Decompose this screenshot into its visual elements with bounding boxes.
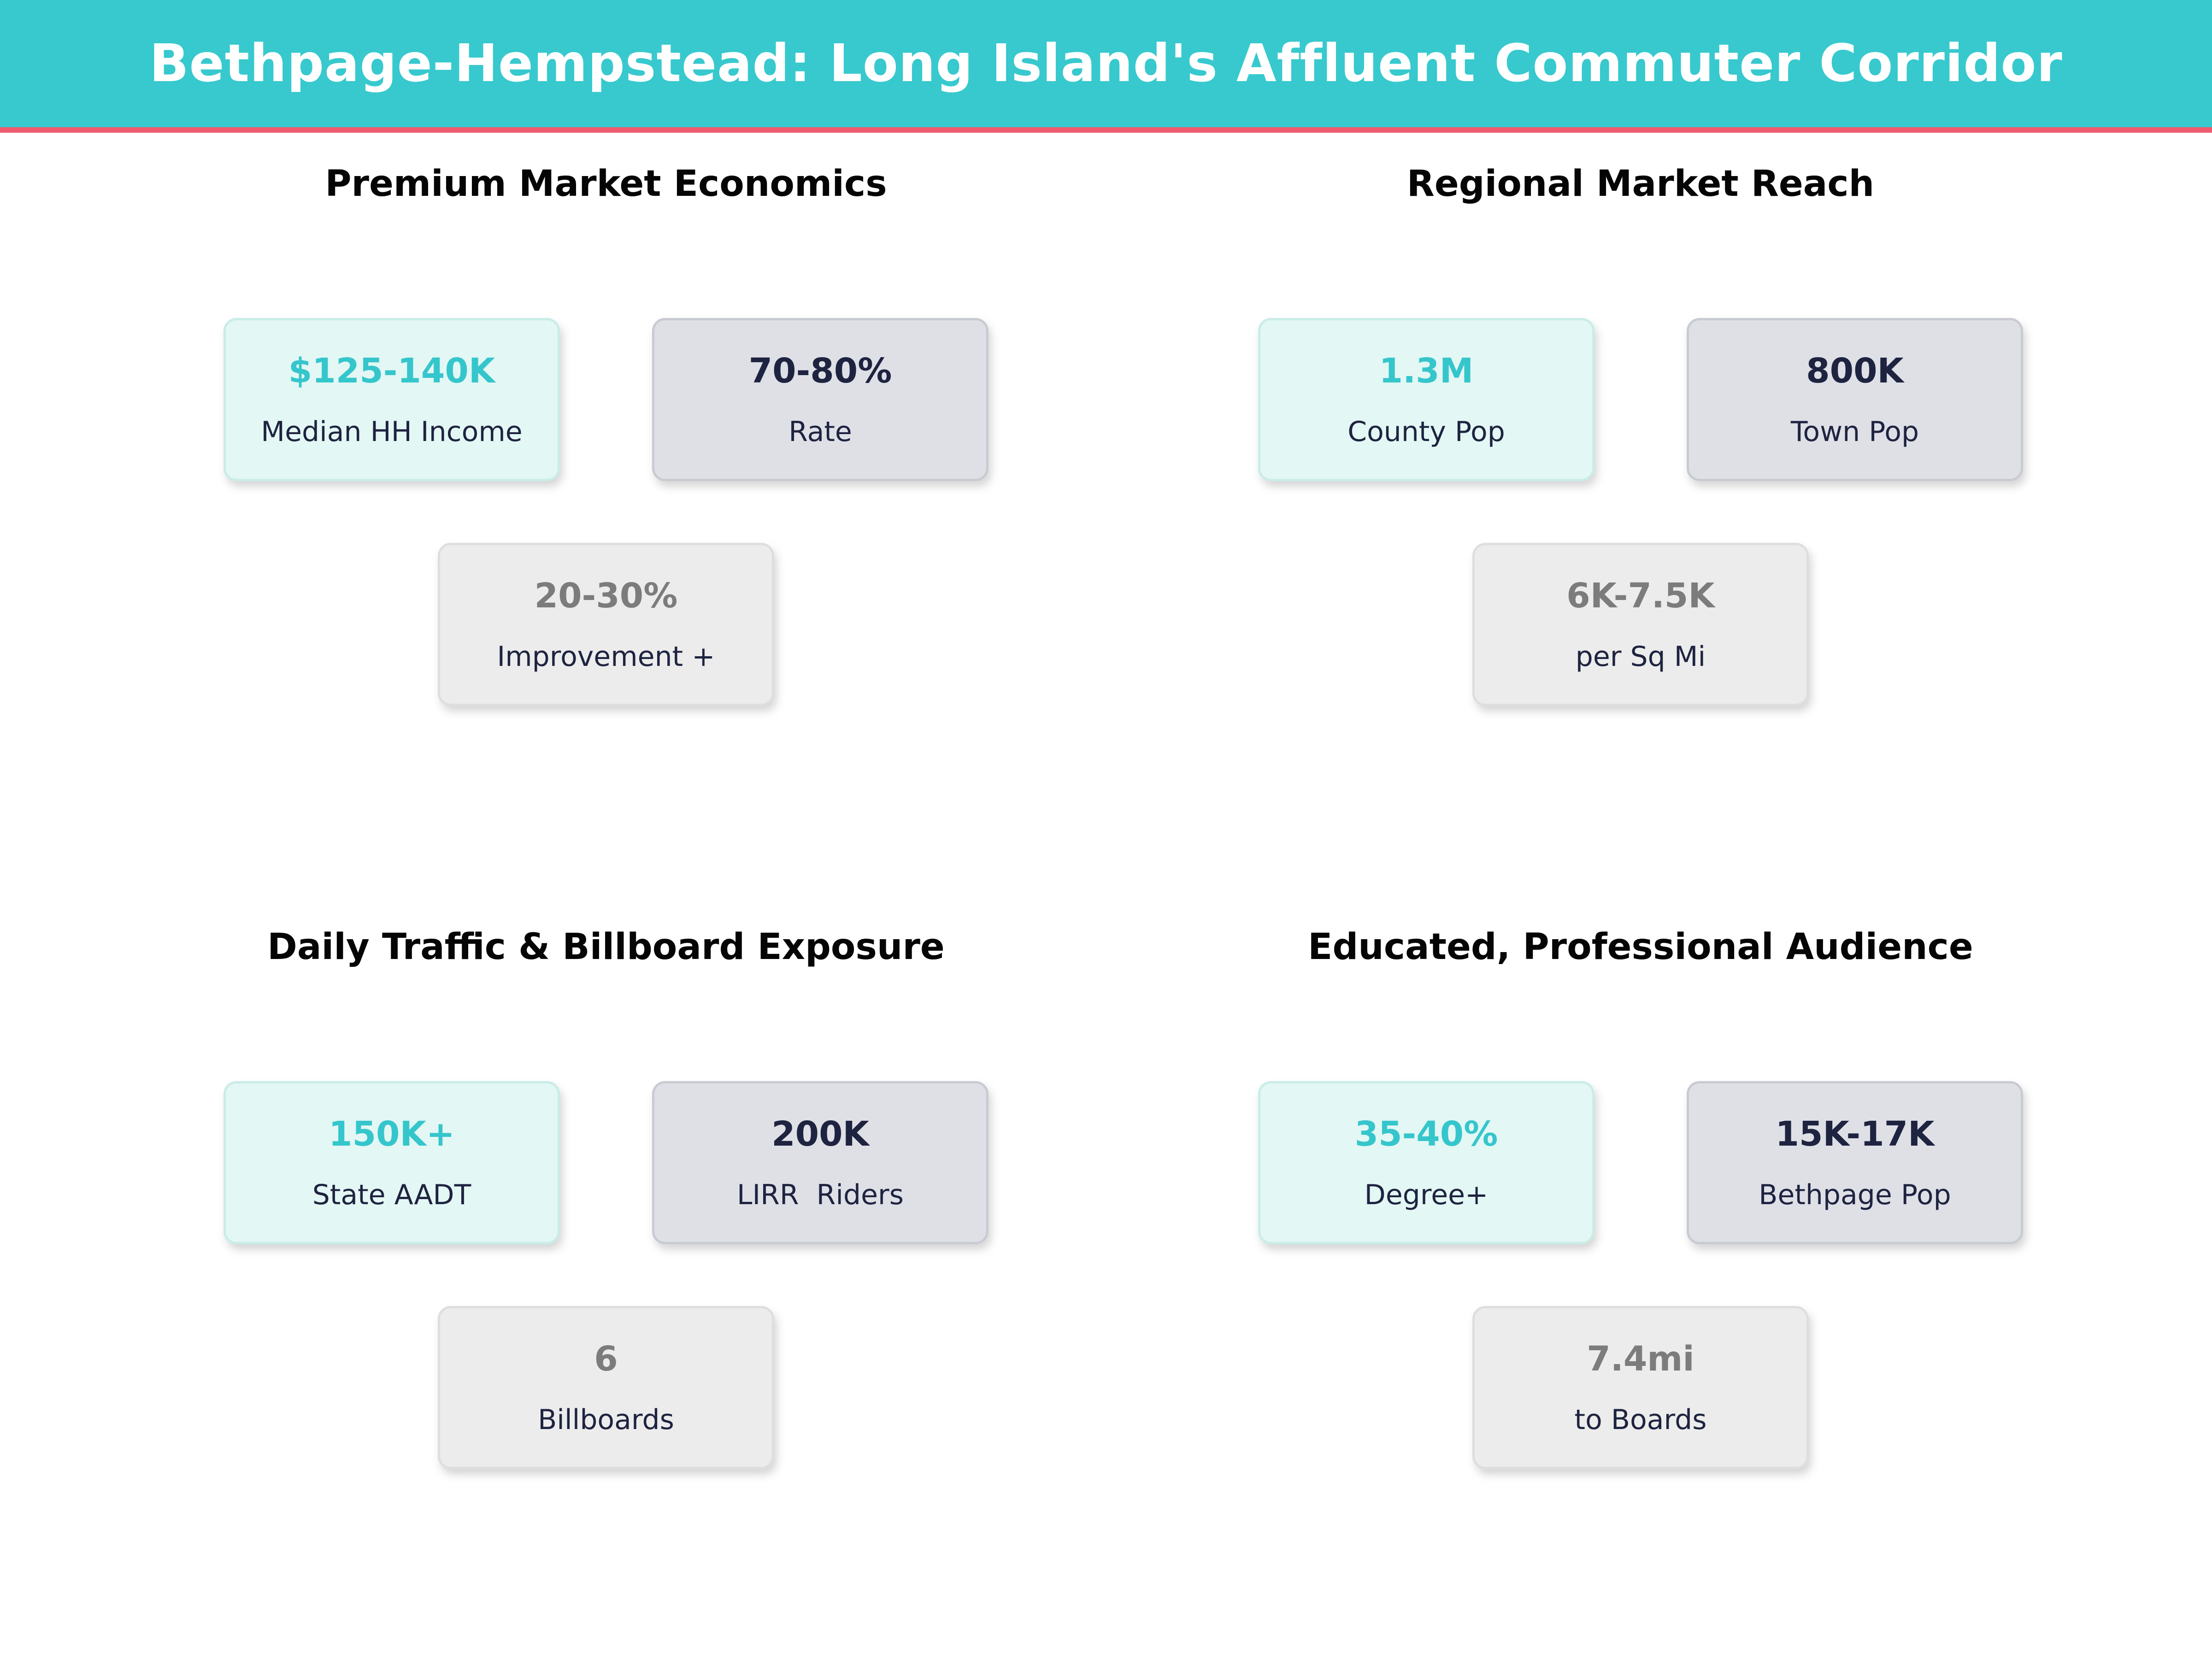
page-title: Bethpage-Hempstead: Long Island's Afflue… xyxy=(149,34,2063,94)
stat-value: 800K xyxy=(1806,351,1904,391)
stat-card-density: 6K-7.5K per Sq Mi xyxy=(1472,543,1809,706)
stat-value: 70-80% xyxy=(748,351,892,391)
cards-row: $125-140K Median HH Income 70-80% Rate xyxy=(224,318,988,481)
stat-card-billboards: 6 Billboards xyxy=(438,1306,774,1469)
section-daily-traffic-billboard-exposure: Daily Traffic & Billboard Exposure 150K+… xyxy=(53,896,1159,1659)
stat-label: Town Pop xyxy=(1790,416,1919,448)
stat-value: 35-40% xyxy=(1354,1114,1498,1154)
stat-value: 20-30% xyxy=(534,576,678,616)
section-title: Educated, Professional Audience xyxy=(1308,926,1973,968)
stat-label: Degree+ xyxy=(1364,1179,1488,1211)
cards-row: 6K-7.5K per Sq Mi xyxy=(1472,543,1809,706)
section-educated-professional-audience: Educated, Professional Audience 35-40% D… xyxy=(1088,896,2194,1659)
section-premium-market-economics: Premium Market Economics $125-140K Media… xyxy=(53,133,1159,896)
stat-value: 7.4mi xyxy=(1587,1339,1694,1379)
stat-label: Rate xyxy=(788,416,852,448)
stat-value: 15K-17K xyxy=(1775,1114,1935,1154)
stat-card-distance-to-boards: 7.4mi to Boards xyxy=(1472,1306,1809,1469)
stat-card-rate: 70-80% Rate xyxy=(652,318,988,481)
stat-label: Bethpage Pop xyxy=(1759,1179,1951,1211)
stat-card-county-pop: 1.3M County Pop xyxy=(1258,318,1594,481)
stat-label: Improvement + xyxy=(497,641,715,673)
sections-grid: Premium Market Economics $125-140K Media… xyxy=(0,133,2212,1659)
stat-card-bethpage-pop: 15K-17K Bethpage Pop xyxy=(1687,1081,2023,1244)
cards-row: 6 Billboards xyxy=(438,1306,774,1469)
stat-value: $125-140K xyxy=(288,351,495,391)
section-title: Regional Market Reach xyxy=(1406,163,1875,205)
section-title: Daily Traffic & Billboard Exposure xyxy=(267,926,945,968)
stat-label: per Sq Mi xyxy=(1575,641,1706,673)
cards-row: 150K+ State AADT 200K LIRR Riders xyxy=(224,1081,988,1244)
stat-card-town-pop: 800K Town Pop xyxy=(1687,318,2023,481)
stat-value: 6K-7.5K xyxy=(1566,576,1715,616)
stat-label: State AADT xyxy=(312,1179,471,1211)
cards-row: 20-30% Improvement + xyxy=(438,543,774,706)
stat-card-degree: 35-40% Degree+ xyxy=(1258,1081,1594,1244)
header-banner: Bethpage-Hempstead: Long Island's Afflue… xyxy=(0,0,2212,133)
stat-value: 6 xyxy=(594,1339,618,1379)
stat-label: to Boards xyxy=(1574,1404,1707,1436)
section-regional-market-reach: Regional Market Reach 1.3M County Pop 80… xyxy=(1088,133,2194,896)
stat-value: 150K+ xyxy=(329,1114,455,1154)
section-title: Premium Market Economics xyxy=(325,163,887,205)
cards-row: 1.3M County Pop 800K Town Pop xyxy=(1258,318,2023,481)
stat-card-median-hh-income: $125-140K Median HH Income xyxy=(224,318,560,481)
stat-label: Billboards xyxy=(538,1404,674,1436)
stat-card-improvement: 20-30% Improvement + xyxy=(438,543,774,706)
stat-label: Median HH Income xyxy=(261,416,523,448)
stat-card-lirr-riders: 200K LIRR Riders xyxy=(652,1081,988,1244)
cards-row: 7.4mi to Boards xyxy=(1472,1306,1809,1469)
stat-value: 200K xyxy=(771,1114,869,1154)
stat-value: 1.3M xyxy=(1379,351,1474,391)
cards-row: 35-40% Degree+ 15K-17K Bethpage Pop xyxy=(1258,1081,2023,1244)
stat-label: County Pop xyxy=(1347,416,1505,448)
stat-card-state-aadt: 150K+ State AADT xyxy=(224,1081,560,1244)
stat-label: LIRR Riders xyxy=(737,1179,904,1211)
